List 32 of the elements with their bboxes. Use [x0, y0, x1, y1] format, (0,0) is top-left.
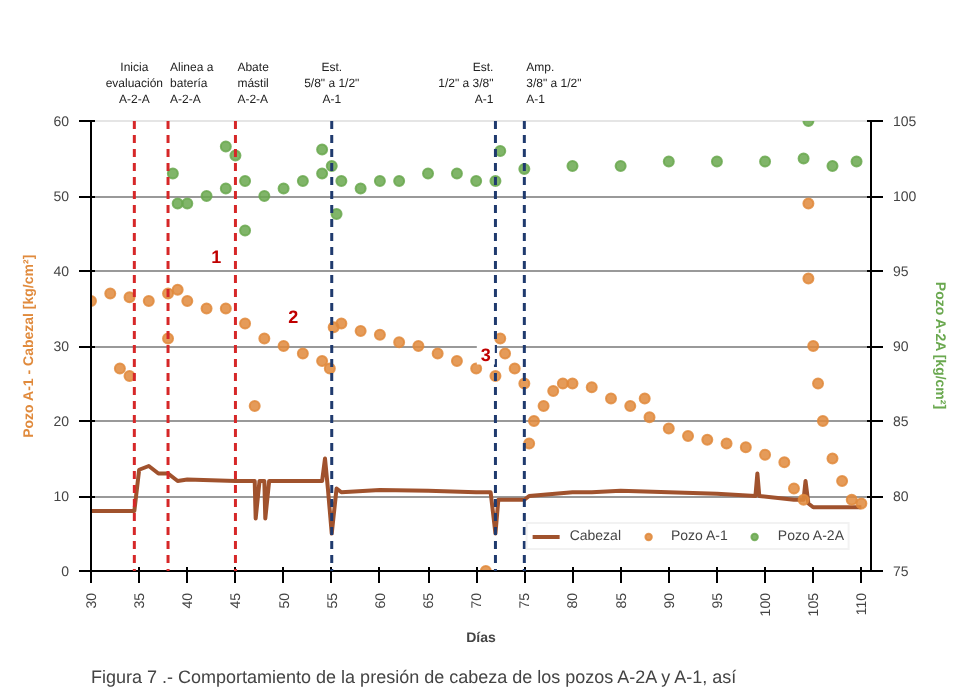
point [797, 152, 810, 165]
point [470, 175, 483, 187]
point [373, 175, 386, 187]
point [826, 160, 839, 172]
point [422, 167, 435, 180]
point [258, 190, 271, 202]
point [335, 175, 348, 187]
point [200, 190, 213, 202]
point [277, 182, 290, 195]
point [330, 208, 343, 220]
point [850, 155, 863, 168]
point [393, 175, 406, 187]
point [239, 175, 252, 187]
point [166, 167, 179, 180]
point [566, 160, 579, 172]
annotation: 2 [288, 307, 299, 327]
point [759, 155, 772, 168]
point [316, 167, 329, 180]
point [296, 175, 309, 187]
point [181, 197, 194, 210]
point [316, 143, 329, 156]
point [710, 155, 723, 168]
text: Figura 7 .- Comportamiento de la presión de cabeza de los pozos A-2A y A-1, así [91, 667, 738, 687]
point [219, 182, 232, 195]
point [239, 224, 252, 237]
point [450, 167, 463, 180]
point [614, 160, 627, 172]
annotation: 1 [211, 247, 222, 267]
point [354, 182, 367, 195]
annotation: 3 [480, 344, 491, 365]
point [662, 155, 675, 168]
point [219, 140, 232, 153]
